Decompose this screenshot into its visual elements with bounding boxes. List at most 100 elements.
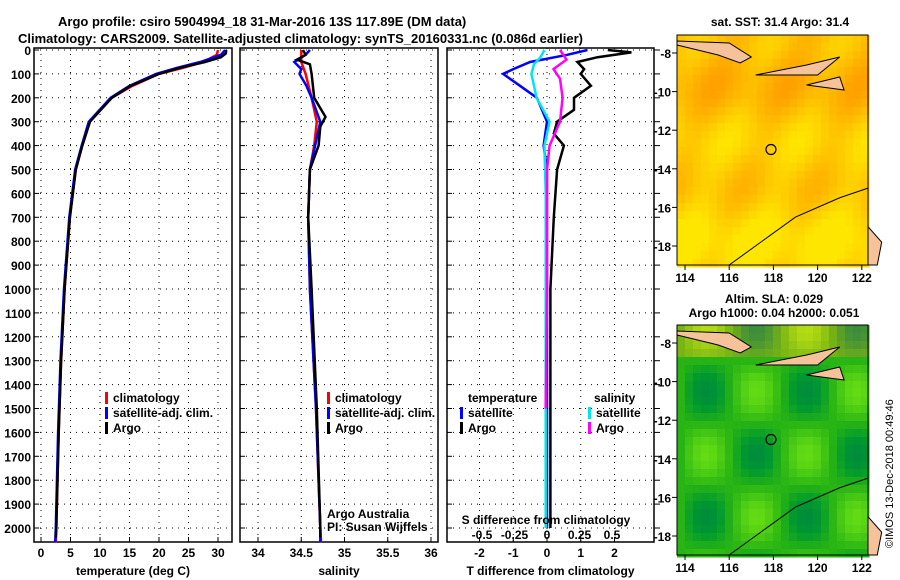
- map-cell: [733, 373, 742, 382]
- map-cell: [701, 501, 710, 510]
- map-cell: [693, 147, 702, 156]
- map-cell: [829, 59, 838, 68]
- map-y-tick-label: -18: [654, 530, 672, 544]
- map-cell: [725, 437, 734, 446]
- map-cell: [701, 35, 710, 44]
- map-cell: [741, 123, 750, 132]
- map-cell: [853, 389, 862, 398]
- map-cell: [741, 35, 750, 44]
- map-cell: [677, 227, 686, 236]
- map-cell: [749, 203, 758, 212]
- map-cell: [829, 461, 838, 470]
- map-cell: [837, 429, 846, 438]
- map-cell: [789, 123, 798, 132]
- map-cell: [693, 477, 702, 486]
- map-cell: [845, 349, 854, 358]
- map-cell: [773, 437, 782, 446]
- map-cell: [781, 549, 790, 558]
- map-cell: [773, 123, 782, 132]
- map-cell: [733, 405, 742, 414]
- map-cell: [749, 115, 758, 124]
- map-cell: [733, 131, 742, 140]
- map-cell: [773, 485, 782, 494]
- map-cell: [733, 421, 742, 430]
- map-cell: [797, 485, 806, 494]
- map-cell: [797, 541, 806, 550]
- map-cell: [733, 517, 742, 526]
- map-cell: [701, 469, 710, 478]
- map-cell: [797, 139, 806, 148]
- map-cell: [717, 405, 726, 414]
- map-cell: [845, 517, 854, 526]
- map-cell: [685, 35, 694, 44]
- map-cell: [845, 147, 854, 156]
- map-cell: [701, 83, 710, 92]
- map-cell: [781, 195, 790, 204]
- map-cell: [685, 107, 694, 116]
- map-cell: [717, 235, 726, 244]
- map-cell: [693, 67, 702, 76]
- map-cell: [789, 549, 798, 558]
- map-cell: [813, 227, 822, 236]
- map-cell: [749, 341, 758, 350]
- map-x-tick-label: 118: [764, 561, 784, 575]
- map-cell: [829, 429, 838, 438]
- map-cell: [845, 461, 854, 470]
- map-cell: [789, 461, 798, 470]
- map-cell: [773, 541, 782, 550]
- map-cell: [781, 251, 790, 260]
- map-cell: [773, 99, 782, 108]
- map-cell: [677, 333, 686, 342]
- map-cell: [717, 373, 726, 382]
- map-cell: [837, 469, 846, 478]
- map-cell: [789, 341, 798, 350]
- map-cell: [837, 517, 846, 526]
- map-cell: [717, 123, 726, 132]
- map-cell: [781, 325, 790, 334]
- map-cell: [773, 91, 782, 100]
- map-cell: [677, 75, 686, 84]
- map-cell: [821, 397, 830, 406]
- map-cell: [685, 203, 694, 212]
- map-cell: [693, 163, 702, 172]
- map-cell: [813, 421, 822, 430]
- map-cell: [733, 211, 742, 220]
- x-tick-label: 2: [611, 546, 618, 560]
- map-cell: [677, 59, 686, 68]
- map-cell: [677, 243, 686, 252]
- map-cell: [693, 219, 702, 228]
- map-y-tick-label: -8: [660, 337, 671, 351]
- map-cell: [717, 211, 726, 220]
- map-cell: [741, 325, 750, 334]
- map-cell: [797, 413, 806, 422]
- map-cell: [781, 147, 790, 156]
- map-cell: [717, 203, 726, 212]
- map-cell: [861, 171, 870, 180]
- map-cell: [837, 461, 846, 470]
- map-cell: [725, 421, 734, 430]
- map-cell: [781, 501, 790, 510]
- map-cell: [861, 397, 870, 406]
- map-cell: [677, 509, 686, 518]
- map-cell: [725, 501, 734, 510]
- map-y-tick-label: -8: [660, 47, 671, 61]
- map-cell: [789, 469, 798, 478]
- map-cell: [781, 243, 790, 252]
- map-cell: [725, 381, 734, 390]
- map-cell: [773, 461, 782, 470]
- map-cell: [765, 493, 774, 502]
- map-cell: [837, 139, 846, 148]
- map-cell: [821, 493, 830, 502]
- map-cell: [813, 251, 822, 260]
- map-cell: [685, 421, 694, 430]
- map-cell: [709, 341, 718, 350]
- series-line-climatology: [54, 49, 220, 543]
- map-cell: [677, 389, 686, 398]
- map-cell: [845, 211, 854, 220]
- map-cell: [861, 437, 870, 446]
- map-cell: [797, 115, 806, 124]
- map-cell: [773, 549, 782, 558]
- map-cell: [861, 493, 870, 502]
- map-cell: [765, 259, 774, 268]
- map-cell: [757, 147, 766, 156]
